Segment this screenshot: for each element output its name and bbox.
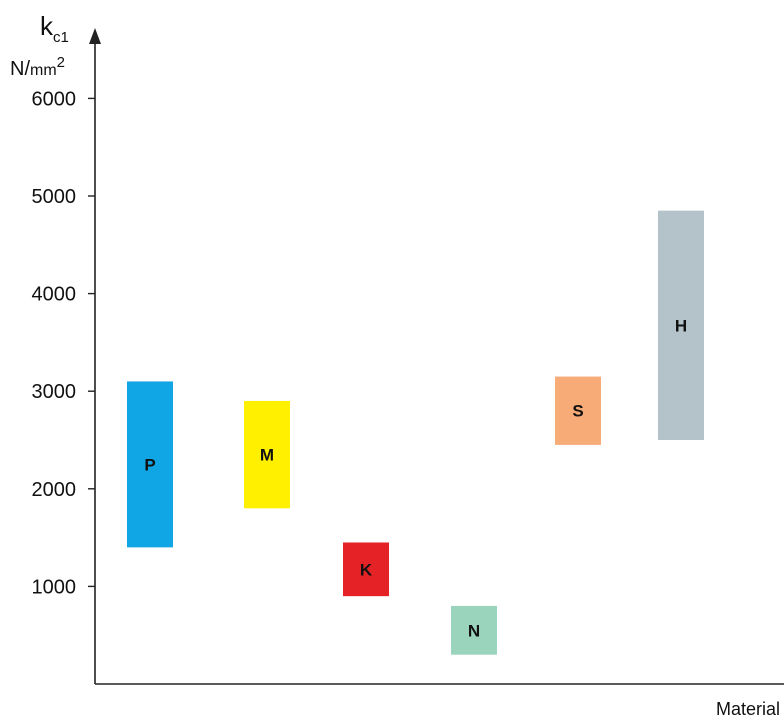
range-bar-label-s: S [572, 402, 583, 421]
y-tick-label: 4000 [32, 284, 77, 306]
y-axis-unit-exponent: 2 [57, 54, 65, 71]
y-axis-arrow [89, 28, 101, 44]
range-bar-label-n: N [468, 621, 480, 640]
y-axis-title: kc1 [40, 11, 69, 46]
range-bar-m [244, 400, 290, 509]
y-tick-label: 5000 [32, 186, 77, 208]
y-tick-label: 2000 [32, 479, 77, 501]
range-bar-label-h: H [675, 316, 687, 335]
range-bar-p [127, 381, 173, 548]
range-bar-h [658, 210, 704, 440]
range-bar-s [555, 376, 601, 445]
range-bars: P M K N S H [127, 210, 704, 655]
range-bar-label-m: M [260, 446, 274, 465]
y-tick-label: 3000 [32, 381, 77, 403]
y-axis-title-subscript: c1 [53, 29, 69, 46]
range-bar-n [451, 605, 497, 655]
y-axis-unit-prefix: N/ [10, 58, 30, 80]
y-tick-label: 6000 [32, 88, 77, 110]
y-axis-title-main: k [40, 11, 54, 41]
y-tick-label: 1000 [32, 576, 77, 598]
range-bar-k [343, 542, 389, 597]
y-ticks: 1000 2000 3000 4000 5000 6000 [32, 88, 95, 598]
x-axis-title: Material [716, 699, 780, 719]
y-axis-unit: N/mm2 [10, 54, 65, 80]
range-bar-label-k: K [360, 560, 373, 579]
range-bar-label-p: P [144, 455, 155, 474]
y-axis-unit-base: mm [30, 62, 57, 79]
